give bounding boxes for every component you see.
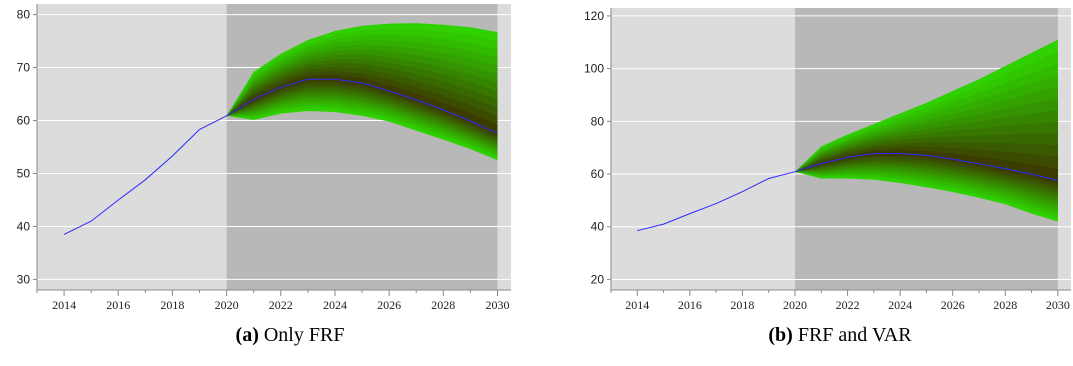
a-xtick-label-2024: 2024 <box>323 298 347 312</box>
b-ytick-label-80: 80 <box>591 114 605 128</box>
b-ytick-label-20: 20 <box>591 272 605 286</box>
caption-b-text: FRF and VAR <box>797 324 912 346</box>
a-ytick-label-50: 50 <box>17 166 31 180</box>
b-xtick-label-2018: 2018 <box>730 298 754 312</box>
a-xtick-label-2016: 2016 <box>106 298 130 312</box>
b-fan-band-12 <box>795 150 1058 184</box>
chart-a-only-frf: 30 40 50 60 70 80 2014 2016 2018 2020 2022 2024 2026… <box>17 4 511 312</box>
b-xtick-label-2016: 2016 <box>678 298 702 312</box>
a-xtick-label-2014: 2014 <box>52 298 76 312</box>
a-xtick-label-2028: 2028 <box>431 298 455 312</box>
b-ytick-label-120: 120 <box>584 9 604 23</box>
b-xtick-label-2024: 2024 <box>888 298 912 312</box>
b-xtick-label-2028: 2028 <box>993 298 1017 312</box>
a-ytick-label-40: 40 <box>17 219 31 233</box>
b-ytick-label-100: 100 <box>584 62 604 76</box>
b-series-line <box>637 153 1059 232</box>
a-ytick-label-60: 60 <box>17 114 31 128</box>
b-xtick-label-2020: 2020 <box>783 298 807 312</box>
b-xtick-label-2030: 2030 <box>1046 298 1070 312</box>
a-ytick-label-80: 80 <box>17 8 31 22</box>
a-xtick-label-2022: 2022 <box>269 298 293 312</box>
b-xtick-label-2022: 2022 <box>836 298 860 312</box>
a-series-line <box>63 78 498 235</box>
a-ytick-label-70: 70 <box>17 61 31 75</box>
caption-a: (a) Only FRF <box>180 324 400 347</box>
a-xtick-label-2020: 2020 <box>215 298 239 312</box>
a-xtick-label-2026: 2026 <box>377 298 401 312</box>
a-fan-band-12 <box>226 75 498 136</box>
a-fan-band-11 <box>226 71 498 138</box>
b-xtick-label-2026: 2026 <box>941 298 965 312</box>
caption-a-text: Only FRF <box>263 324 345 346</box>
b-xtick-label-2014: 2014 <box>625 298 649 312</box>
chart-b-frf-and-var: 20 40 60 80 100 120 2014 2016 2018 2020 2022 2024 20… <box>584 8 1071 312</box>
caption-b-label: (b) <box>768 324 793 346</box>
a-xtick-label-2018: 2018 <box>160 298 184 312</box>
caption-a-label: (a) <box>235 324 259 346</box>
a-ytick-label-30: 30 <box>17 272 31 286</box>
b-ytick-label-60: 60 <box>591 167 605 181</box>
b-ytick-label-40: 40 <box>591 220 605 234</box>
a-xtick-label-2030: 2030 <box>485 298 509 312</box>
caption-b: (b) FRF and VAR <box>720 324 960 347</box>
